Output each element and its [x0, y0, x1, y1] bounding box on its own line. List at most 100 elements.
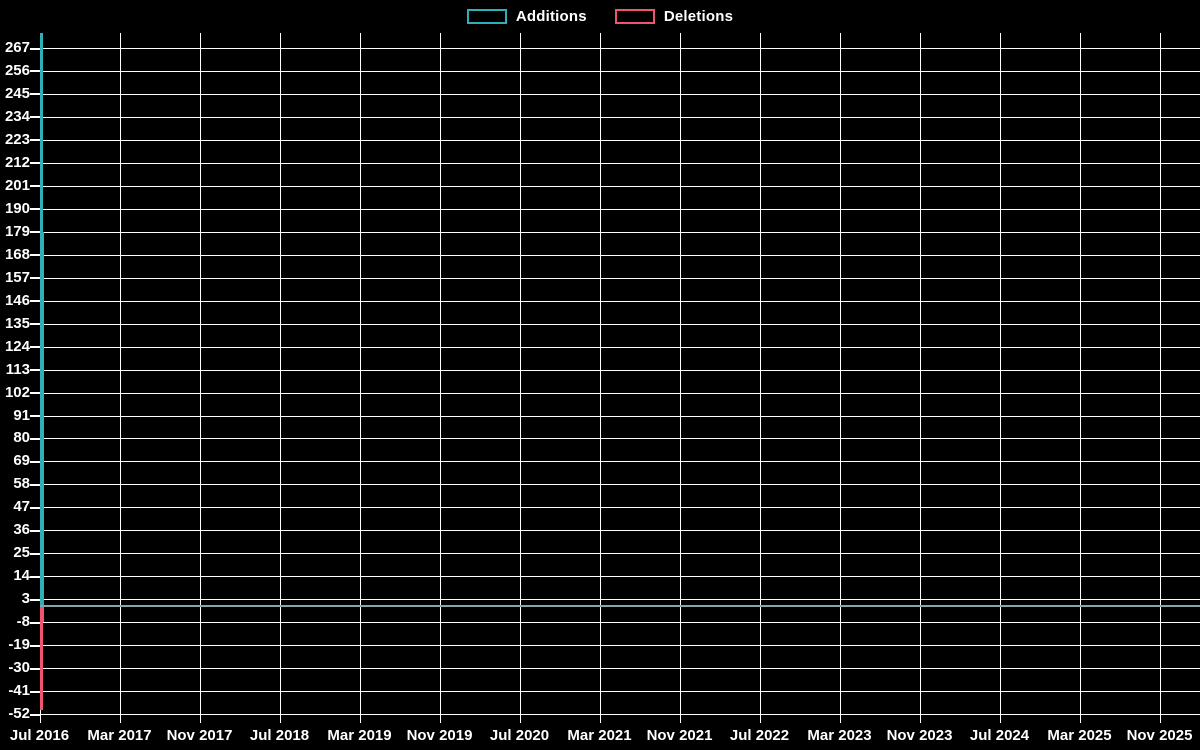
- y-tick-label: -30: [8, 659, 30, 677]
- y-tick-label: 80: [13, 429, 30, 447]
- y-tick-label: 146: [4, 291, 30, 309]
- y-tick-label: 223: [4, 130, 30, 148]
- x-tick-label: Mar 2023: [807, 727, 872, 744]
- legend-label-additions: Additions: [515, 8, 587, 25]
- y-tick-mark: [30, 415, 40, 418]
- x-gridline: [839, 33, 841, 723]
- x-tick-label: Nov 2019: [406, 727, 473, 744]
- y-tick-mark: [30, 369, 40, 372]
- y-tick-mark: [30, 93, 40, 96]
- y-gridline: [39, 70, 1200, 72]
- x-gridline: [359, 33, 361, 723]
- x-tick-label: Nov 2021: [646, 727, 713, 744]
- y-gridline: [39, 438, 1200, 440]
- y-gridline: [39, 116, 1200, 118]
- y-tick-label: -41: [8, 682, 30, 700]
- y-tick-label: -19: [8, 636, 30, 654]
- y-tick-label: 267: [4, 39, 30, 56]
- y-tick-mark: [30, 713, 40, 716]
- y-gridline: [39, 162, 1200, 164]
- y-gridline: [39, 415, 1200, 417]
- y-gridline: [39, 300, 1200, 302]
- y-tick-label: 124: [4, 337, 30, 355]
- y-gridline: [39, 553, 1200, 555]
- additions-spike: [42, 231, 45, 607]
- y-tick-label: 3: [21, 590, 30, 608]
- x-tick-label: Nov 2023: [886, 727, 953, 744]
- x-tick-label: Nov 2025: [1126, 727, 1193, 744]
- x-gridline: [39, 33, 41, 723]
- y-tick-label: 36: [13, 521, 30, 539]
- legend: Additions Deletions: [0, 8, 1200, 25]
- x-tick-label: Jul 2016: [9, 727, 70, 744]
- y-tick-mark: [30, 70, 40, 73]
- additions-swatch-icon: [466, 9, 507, 24]
- legend-label-deletions: Deletions: [663, 8, 734, 25]
- y-gridline: [39, 93, 1200, 95]
- y-tick-label: 25: [13, 544, 30, 562]
- y-tick-mark: [30, 162, 40, 165]
- x-gridline: [119, 33, 121, 723]
- y-tick-mark: [30, 598, 40, 601]
- y-tick-label: 157: [4, 268, 30, 286]
- y-tick-mark: [30, 208, 40, 211]
- y-tick-label: 201: [4, 176, 30, 194]
- y-tick-mark: [30, 346, 40, 349]
- y-tick-mark: [30, 392, 40, 395]
- y-gridline: [39, 645, 1200, 647]
- deletions-swatch-icon: [614, 9, 655, 24]
- y-tick-mark: [30, 323, 40, 326]
- y-tick-mark: [30, 552, 40, 555]
- y-tick-mark: [30, 690, 40, 693]
- y-tick-mark: [30, 254, 40, 257]
- y-tick-mark: [30, 116, 40, 119]
- x-tick-label: Jul 2024: [969, 727, 1030, 744]
- y-tick-label: 234: [4, 107, 30, 125]
- y-tick-label: 245: [4, 84, 30, 102]
- y-tick-label: 179: [4, 222, 30, 240]
- y-gridline: [39, 185, 1200, 187]
- y-tick-mark: [30, 185, 40, 188]
- x-gridline: [199, 33, 201, 723]
- y-tick-label: 256: [4, 61, 30, 79]
- y-tick-mark: [30, 667, 40, 670]
- y-tick-mark: [30, 644, 40, 647]
- y-gridline: [39, 277, 1200, 279]
- y-gridline: [39, 622, 1200, 624]
- y-tick-label: 47: [13, 498, 30, 516]
- x-gridline: [599, 33, 601, 723]
- y-gridline: [39, 346, 1200, 348]
- x-gridline: [1159, 33, 1161, 723]
- y-gridline: [39, 208, 1200, 210]
- y-tick-mark: [30, 139, 40, 142]
- y-gridline: [39, 507, 1200, 509]
- y-tick-label: 135: [4, 314, 30, 332]
- y-tick-mark: [30, 231, 40, 234]
- x-tick-label: Mar 2017: [87, 727, 152, 744]
- y-tick-mark: [30, 47, 40, 50]
- y-tick-mark: [30, 529, 40, 532]
- x-tick-label: Nov 2017: [166, 727, 233, 744]
- y-tick-label: 91: [13, 406, 30, 424]
- y-gridline: [39, 48, 1200, 49]
- additions-spike: [40, 33, 43, 607]
- x-gridline: [1079, 33, 1081, 723]
- legend-item-additions[interactable]: Additions: [466, 8, 587, 25]
- y-tick-mark: [30, 460, 40, 463]
- x-gridline: [279, 33, 281, 723]
- y-tick-label: 58: [13, 475, 30, 493]
- x-tick-label: Jul 2022: [729, 727, 790, 744]
- x-tick-label: Jul 2020: [489, 727, 550, 744]
- y-gridline: [39, 369, 1200, 371]
- y-tick-label: 113: [5, 360, 30, 378]
- y-tick-mark: [30, 506, 40, 509]
- legend-item-deletions[interactable]: Deletions: [614, 8, 734, 25]
- x-tick-label: Mar 2019: [327, 727, 392, 744]
- y-gridline: [39, 484, 1200, 486]
- x-gridline: [759, 33, 761, 723]
- y-tick-label: -8: [16, 613, 30, 631]
- y-tick-mark: [30, 437, 40, 440]
- y-gridline: [39, 668, 1200, 670]
- y-gridline: [39, 691, 1200, 693]
